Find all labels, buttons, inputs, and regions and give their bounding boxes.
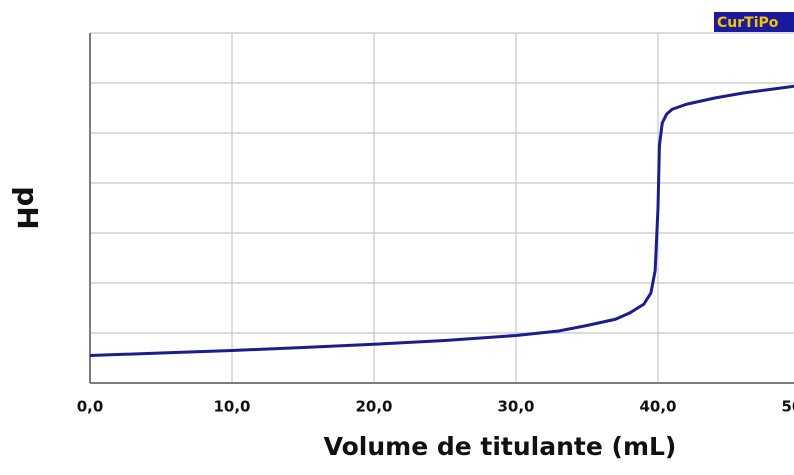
x-axis-label: Volume de titulante (mL)	[324, 432, 677, 461]
x-tick-label: 20,0	[355, 398, 392, 416]
x-tick-label: 30,0	[497, 398, 534, 416]
x-tick-label: 10,0	[213, 398, 250, 416]
data-line	[89, 84, 794, 357]
badge-box	[714, 12, 794, 32]
x-tick-label: 0,0	[77, 398, 104, 416]
badge: CurTiPo	[717, 15, 779, 31]
x-tick-label: 50,0	[781, 398, 794, 416]
y-axis-label: pH	[11, 186, 44, 229]
x-tick-label: 40,0	[639, 398, 676, 416]
